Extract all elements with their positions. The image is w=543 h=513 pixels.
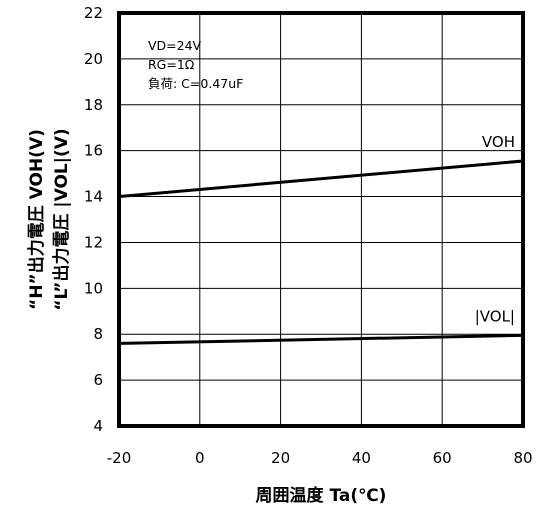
y-tick-label: 12 <box>84 233 103 251</box>
y-tick-label: 6 <box>93 371 103 389</box>
y-axis-title-line-1: “H”出力電圧 VOH(V) <box>26 129 47 310</box>
annotation-line: 負荷: C=0.47uF <box>148 76 243 91</box>
plot-frame <box>117 11 525 428</box>
x-tick-labels: -20 0 20 40 60 80 <box>107 449 533 467</box>
y-tick-label: 18 <box>84 96 103 114</box>
y-tick-labels: 4 6 8 10 12 14 16 18 20 22 <box>84 4 103 435</box>
annotation-box: VD=24V RG=1Ω 負荷: C=0.47uF <box>148 38 243 91</box>
x-tick-label: 0 <box>195 449 205 467</box>
y-axis-title-line-2: “L”出力電圧 |VOL|(V) <box>51 128 72 310</box>
series-label-voh: VOH <box>482 133 515 151</box>
series-labels: VOH |VOL| <box>475 133 515 325</box>
series-line-vol <box>118 333 524 345</box>
y-tick-label: 8 <box>93 325 103 343</box>
y-tick-label: 16 <box>84 142 103 160</box>
annotation-line: VD=24V <box>148 38 202 53</box>
x-axis-title: 周囲温度 Ta(℃) <box>256 485 387 506</box>
series-label-vol: |VOL| <box>475 307 515 325</box>
x-tick-label: 60 <box>433 449 452 467</box>
y-tick-label: 14 <box>84 188 103 206</box>
y-tick-label: 10 <box>84 279 103 297</box>
annotation-line: RG=1Ω <box>148 57 195 72</box>
y-tick-label: 4 <box>93 417 103 435</box>
x-tick-label: 80 <box>513 449 532 467</box>
grid <box>119 13 523 426</box>
x-tick-label: 40 <box>352 449 371 467</box>
x-tick-label: 20 <box>271 449 290 467</box>
series-line-voh <box>118 159 524 199</box>
y-tick-label: 20 <box>84 50 103 68</box>
series-lines <box>118 159 524 345</box>
y-tick-label: 22 <box>84 4 103 22</box>
x-tick-label: -20 <box>107 449 132 467</box>
y-axis-title: “H”出力電圧 VOH(V) “L”出力電圧 |VOL|(V) <box>26 128 72 310</box>
